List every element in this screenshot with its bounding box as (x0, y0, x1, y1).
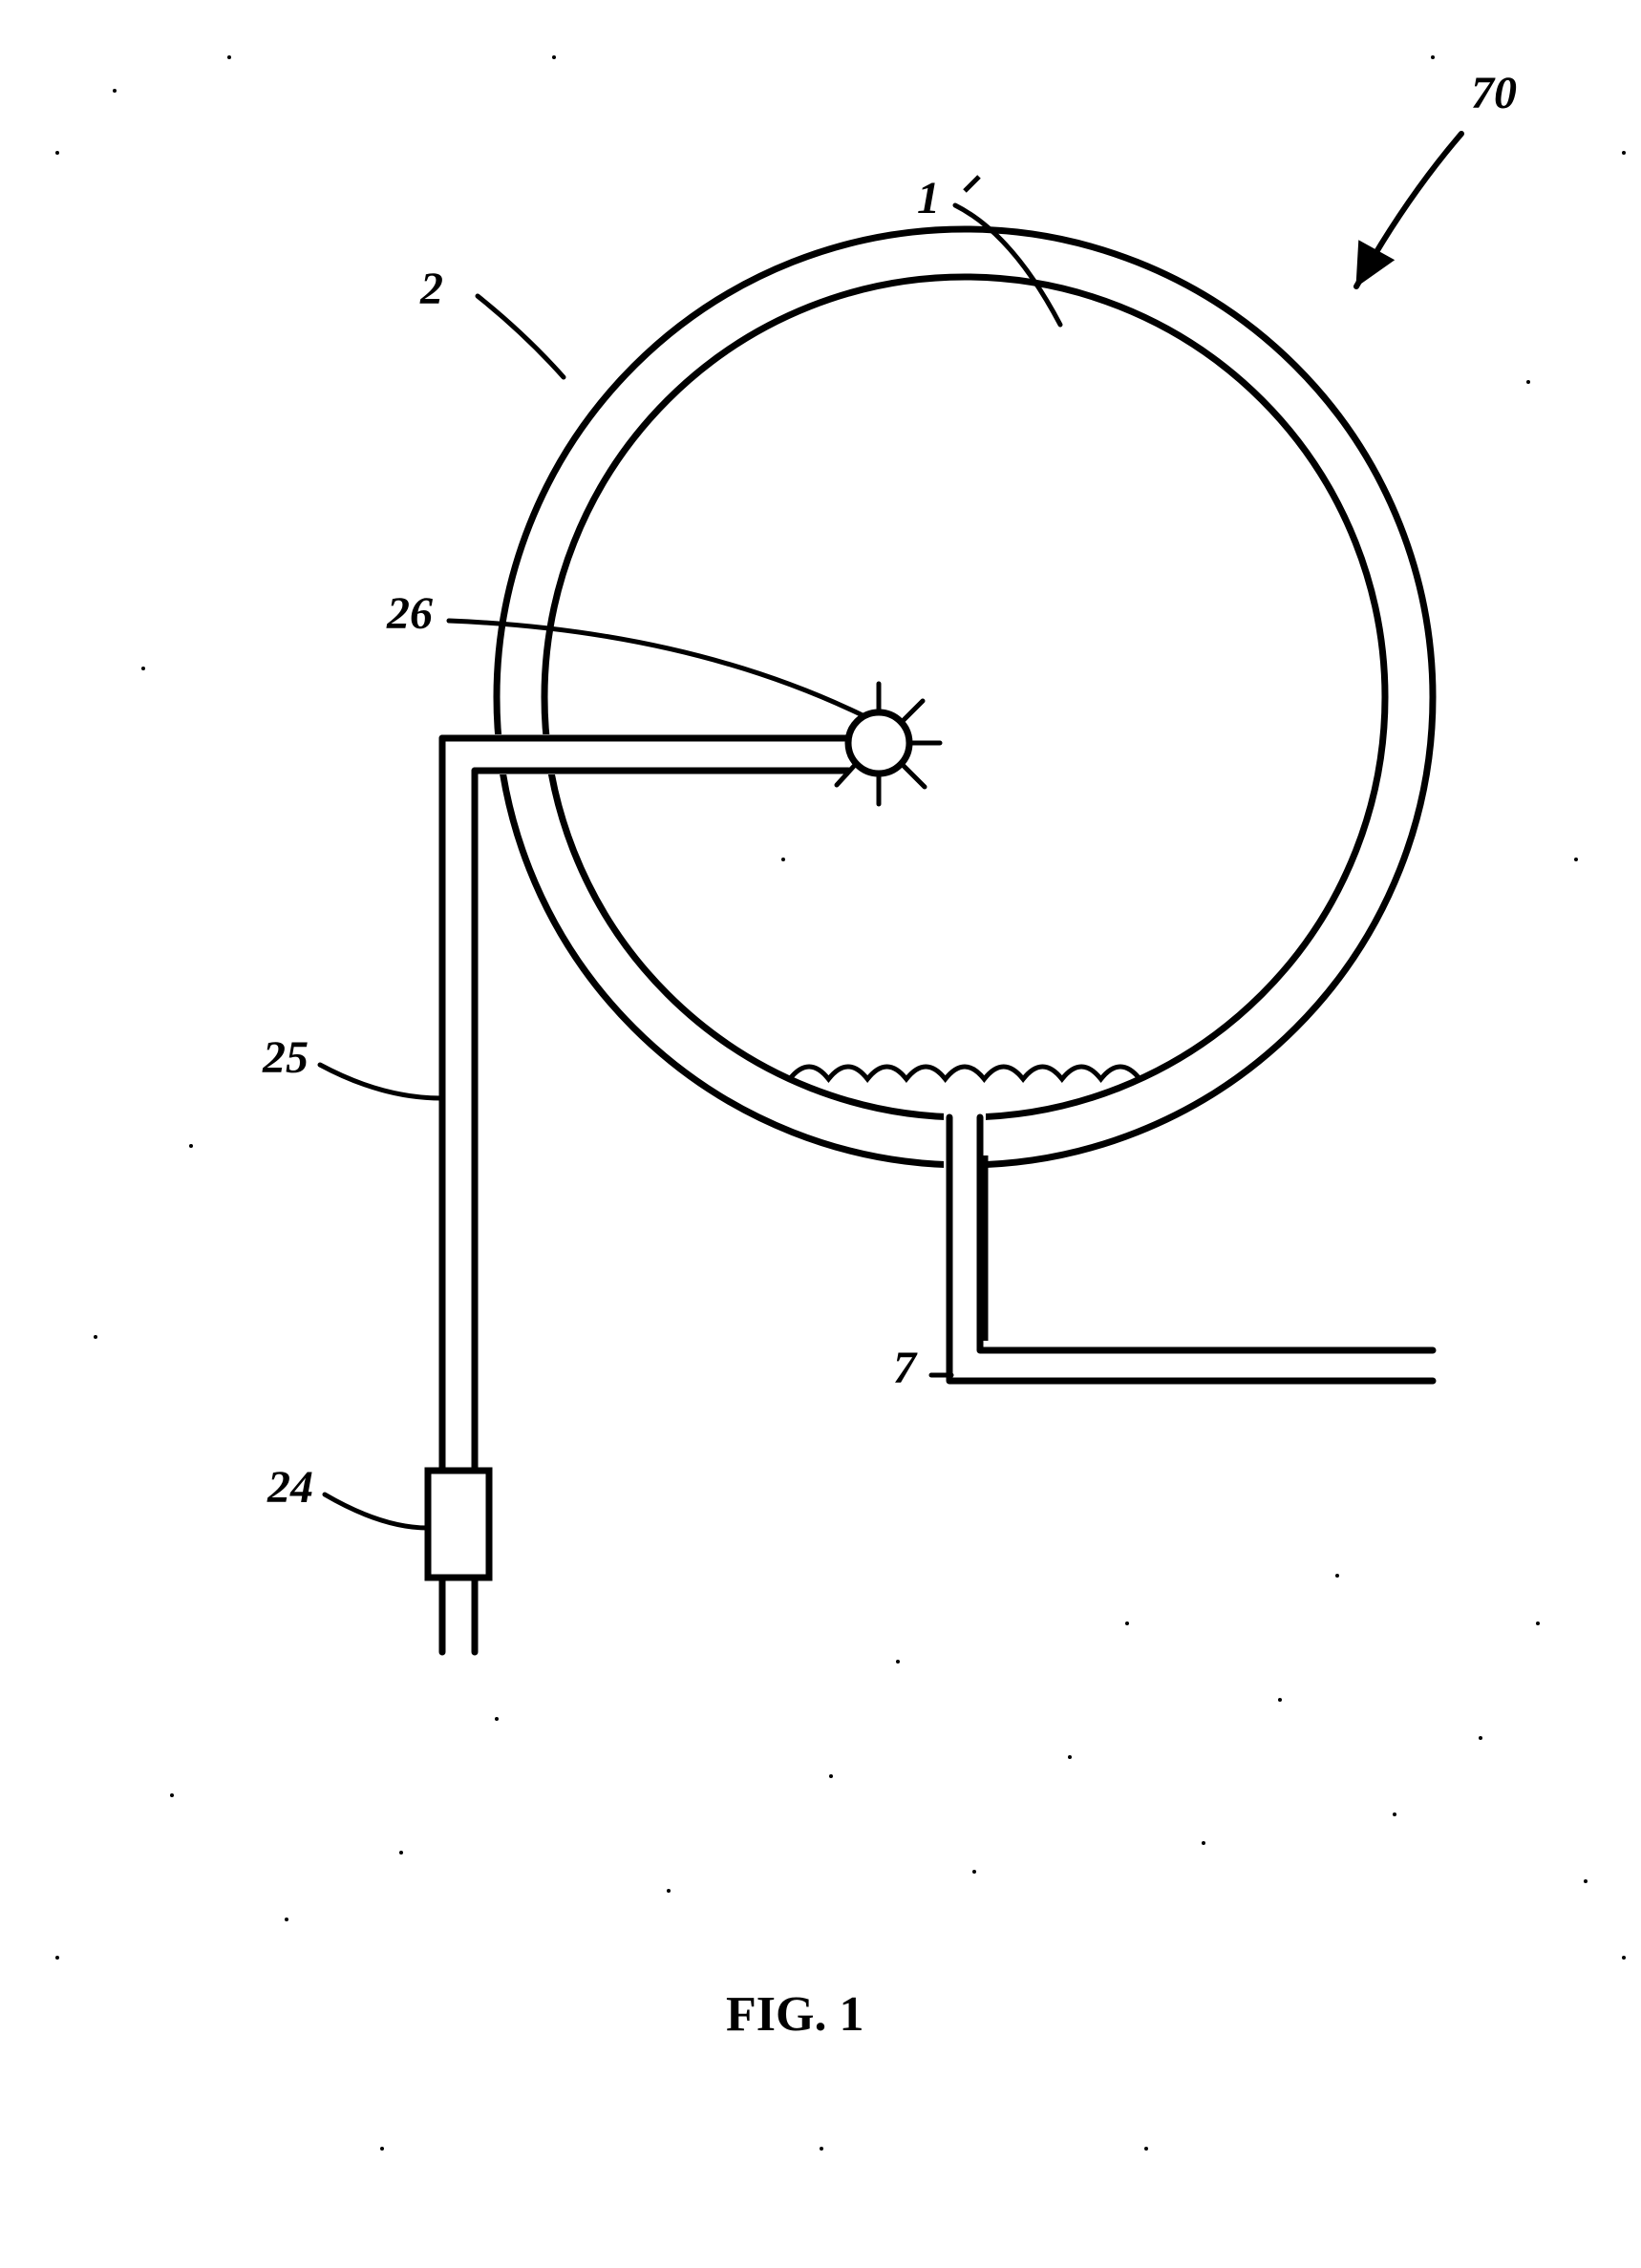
figure-caption: FIG. 1 (726, 1986, 863, 2043)
ref-label-2: 2 (420, 263, 443, 315)
ref-label-26: 26 (387, 587, 433, 640)
ref-label-1: 1 (917, 172, 940, 224)
ref-label-7: 7 (893, 1342, 916, 1394)
ref-label-25: 25 (263, 1031, 309, 1084)
diagram-svg (0, 0, 1641, 2268)
ref-label-24: 24 (267, 1461, 313, 1514)
ref-label-70: 70 (1471, 67, 1517, 119)
figure-1-diagram: 70 1 2 26 25 24 7 FIG. 1 (0, 0, 1641, 2268)
